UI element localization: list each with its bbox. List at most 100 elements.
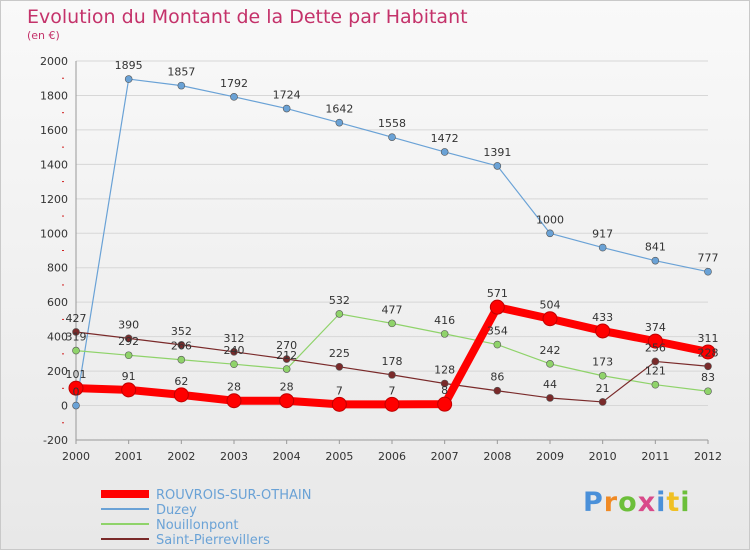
data-label: 8 [441,384,448,397]
data-point [177,341,186,349]
data-point [595,323,611,339]
data-point [226,393,242,409]
data-label: 28 [227,381,241,394]
data-label: 477 [382,303,403,316]
data-label: 242 [540,344,561,357]
data-point [384,396,400,412]
x-tick-label: 2003 [220,450,248,463]
data-point [331,396,347,412]
data-label: 228 [698,346,719,359]
x-tick-label: 2001 [115,450,143,463]
data-label: 7 [389,384,396,397]
data-label: 433 [592,311,613,324]
data-point [282,355,291,363]
y-tick-label: 800 [47,262,68,275]
data-label: 319 [66,331,87,344]
data-point [177,81,186,90]
logo-letter: t [666,487,681,518]
data-point [546,394,554,402]
data-label: 101 [66,368,87,381]
legend-label: ROUVROIS-SUR-OTHAIN [156,488,311,503]
data-label: 427 [66,312,87,325]
data-point [388,371,396,379]
data-label: 173 [592,356,613,369]
data-point [124,334,133,343]
data-label: 1895 [115,59,143,72]
logo-letter: x [637,487,657,518]
data-point [121,382,137,398]
x-tick-label: 2002 [167,450,195,463]
y-tick-label: 1400 [40,158,68,171]
data-label: 240 [224,344,245,357]
data-label: 62 [174,375,188,388]
x-tick-label: 2004 [273,450,301,463]
data-label: 354 [487,325,508,338]
data-label: 532 [329,294,350,307]
data-label: 270 [276,339,297,352]
y-tick-label: 200 [47,365,68,378]
data-label: 292 [118,335,139,348]
data-label: 352 [171,325,192,338]
data-point [440,148,449,156]
y-tick-label: 1600 [40,124,68,137]
data-point [230,360,238,369]
data-point [230,93,238,101]
data-label: 225 [329,347,350,360]
data-label: 1000 [536,213,564,226]
data-label: 7 [336,384,343,397]
y-tick-label: -200 [43,434,68,447]
data-point [651,256,660,265]
data-label: 917 [592,228,613,241]
data-point [335,310,344,318]
data-point [598,243,607,252]
data-point [440,330,449,338]
data-label: 212 [276,349,297,362]
data-point [282,365,291,373]
data-point [124,351,133,360]
y-tick-label: 1200 [40,193,68,206]
data-label: 178 [382,355,403,368]
data-point [493,340,502,349]
y-tick-label: 0 [61,400,68,413]
x-tick-label: 2009 [536,450,564,463]
data-label: 777 [698,252,719,265]
chart-title: Evolution du Montant de la Dette par Hab… [27,6,468,28]
data-point [647,333,663,349]
x-tick-label: 2007 [431,450,459,463]
data-label: 504 [540,299,561,312]
data-label: 256 [645,341,666,354]
data-label: 1558 [378,117,406,130]
y-tick-label: 1800 [40,89,68,102]
data-point [700,344,716,360]
y-tick-label: 600 [47,296,68,309]
x-tick-label: 2010 [589,450,617,463]
data-label: 1724 [273,89,301,102]
data-point [230,347,238,356]
data-point [704,267,712,276]
legend-label: Saint-Pierrevillers [156,533,270,548]
legend-label: Duzey [156,503,197,518]
data-point [493,386,502,395]
data-label: 86 [490,371,504,384]
x-tick-label: 2000 [62,450,90,463]
y-tick-label: 2000 [40,55,68,68]
data-point [542,311,558,327]
data-label: 44 [543,378,557,391]
data-point [493,162,502,170]
x-tick-label: 2005 [325,450,353,463]
data-point [651,380,660,389]
data-point [546,360,554,368]
logo-letter: i [680,487,691,518]
x-tick-label: 2008 [483,450,511,463]
data-label: 0 [73,386,80,399]
data-label: 21 [596,382,610,395]
y-tick-label: 400 [47,331,68,344]
data-label: 841 [645,241,666,254]
data-label: 571 [487,287,508,300]
logo-letter: i [656,487,667,518]
data-point [598,398,607,406]
data-point [437,396,453,412]
data-label: 121 [645,365,666,378]
x-tick-label: 2012 [694,450,722,463]
